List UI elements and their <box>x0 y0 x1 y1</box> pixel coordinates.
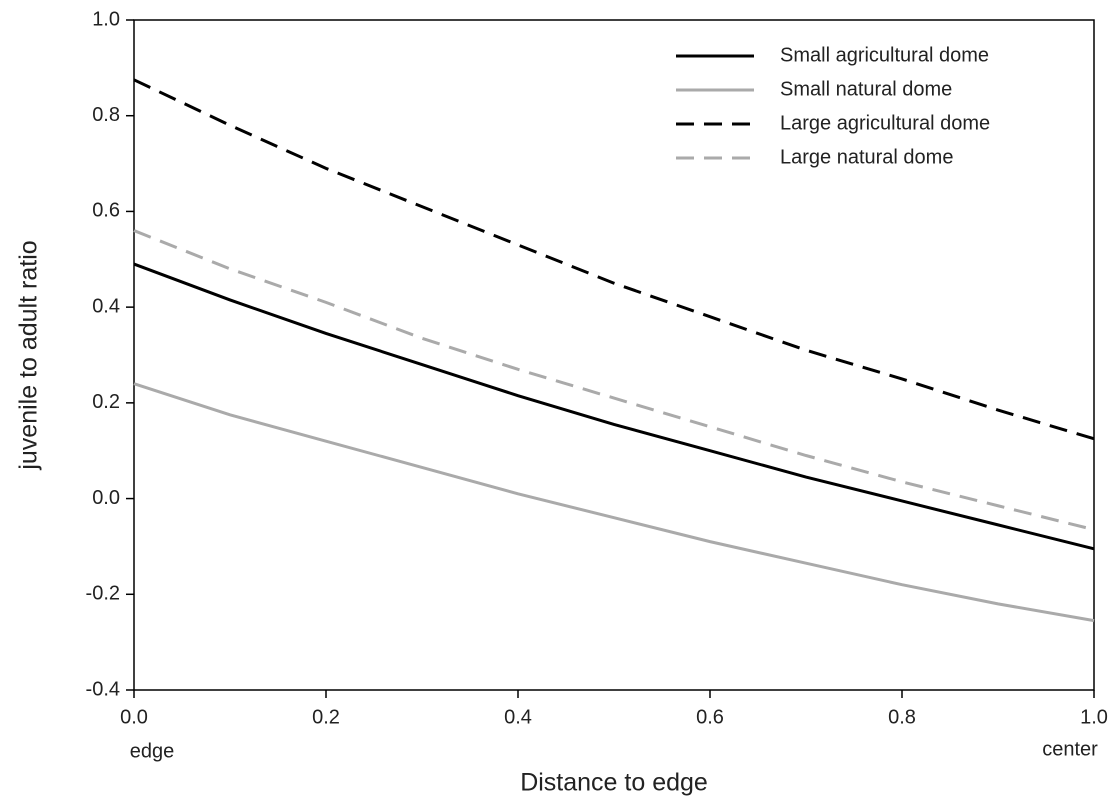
y-tick-label: -0.4 <box>86 678 120 700</box>
x-tick-label: 0.2 <box>312 706 340 728</box>
y-tick-label: 0.8 <box>92 104 120 126</box>
legend-label: Large natural dome <box>780 146 953 168</box>
legend-label: Large agricultural dome <box>780 112 990 134</box>
x-tick-label: 0.8 <box>888 706 916 728</box>
y-tick-label: 0.0 <box>92 487 120 509</box>
y-tick-label: 0.2 <box>92 391 120 413</box>
legend-label: Small natural dome <box>780 78 952 100</box>
series-line <box>133 229 1095 532</box>
y-tick-label: 0.4 <box>92 295 120 317</box>
annotation: edge <box>130 740 175 762</box>
series-line <box>133 262 1095 551</box>
plot-frame <box>133 19 1095 691</box>
y-tick-label: 1.0 <box>92 8 120 30</box>
x-tick-label: 1.0 <box>1080 706 1108 728</box>
x-axis-label: Distance to edge <box>520 769 708 797</box>
y-axis-label: juvenile to adult ratio <box>15 240 43 470</box>
annotation: center <box>1042 738 1098 760</box>
series-line <box>133 382 1095 623</box>
y-tick-label: -0.2 <box>86 583 120 605</box>
x-tick-label: 0.0 <box>120 706 148 728</box>
series-line <box>133 78 1095 441</box>
y-tick-label: 0.6 <box>92 200 120 222</box>
x-tick-label: 0.6 <box>696 706 724 728</box>
legend-label: Small agricultural dome <box>780 44 989 66</box>
x-tick-label: 0.4 <box>504 706 532 728</box>
